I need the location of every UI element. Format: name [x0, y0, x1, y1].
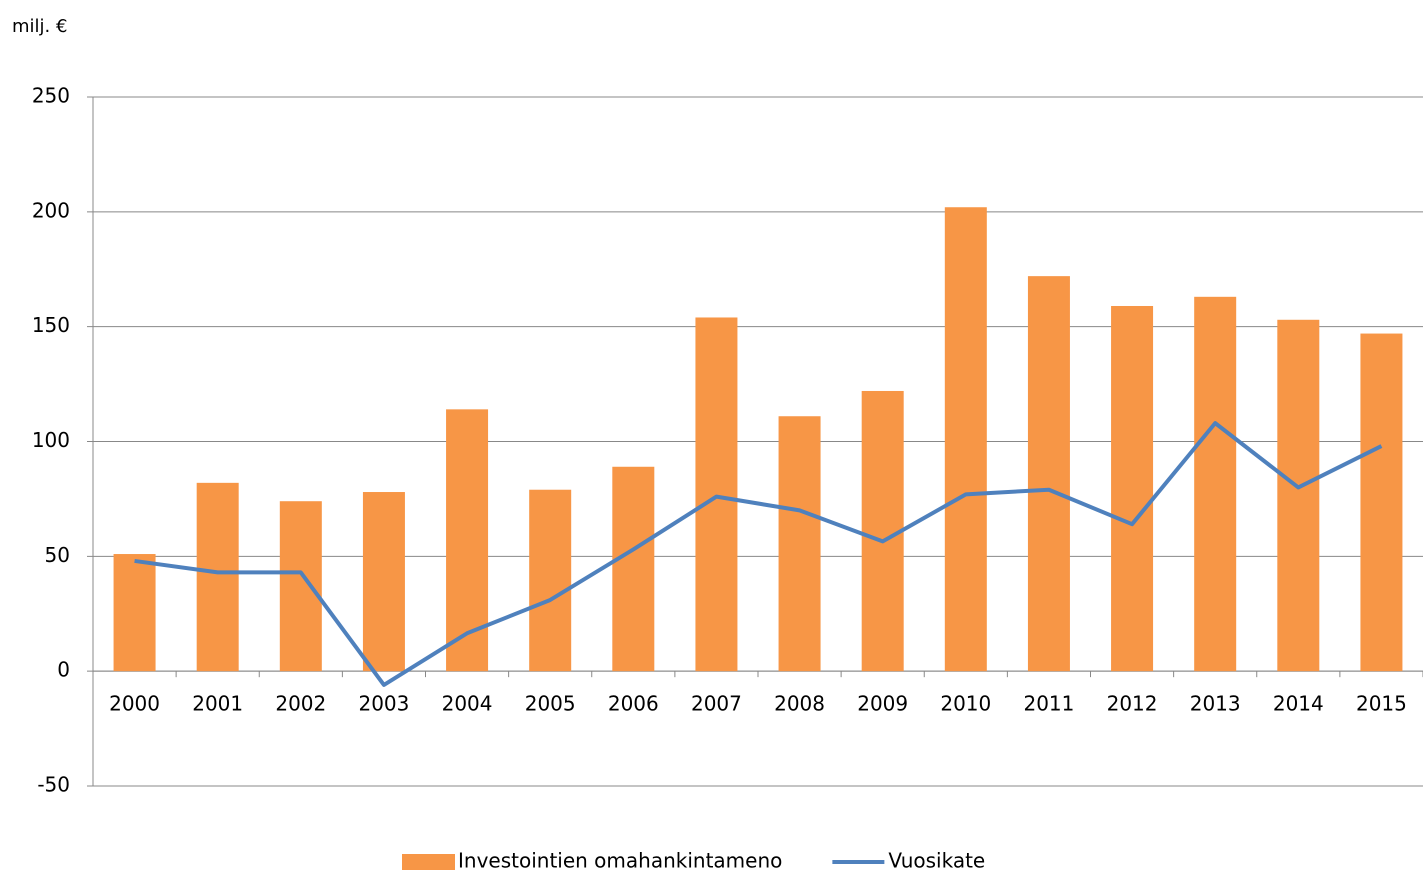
y-axis-label: milj. €	[12, 16, 67, 37]
y-tick-label: 50	[45, 543, 70, 567]
bar	[1277, 319, 1320, 672]
y-tick-label: 150	[32, 313, 70, 337]
x-tick-label: 2014	[1273, 692, 1324, 716]
legend-label: Investointien omahankintameno	[458, 849, 782, 873]
x-tick-label: 2003	[358, 692, 409, 716]
x-tick-label: 2011	[1023, 692, 1074, 716]
bar	[612, 466, 655, 672]
line	[134, 421, 1383, 687]
bar	[279, 501, 322, 672]
x-tick-label: 2004	[442, 692, 493, 716]
bar	[944, 207, 987, 672]
bar	[1360, 333, 1403, 672]
bar	[196, 482, 239, 672]
bar	[861, 390, 904, 672]
x-tick-label: 2008	[774, 692, 825, 716]
x-tick-label: 2001	[192, 692, 243, 716]
x-tick-label: 2006	[608, 692, 659, 716]
x-tick-label: 2012	[1107, 692, 1158, 716]
x-tick-label: 2009	[857, 692, 908, 716]
bar	[778, 416, 821, 672]
y-tick-label: 200	[32, 198, 70, 222]
y-tick-label: 100	[32, 428, 70, 452]
y-tick-label: -50	[37, 773, 70, 797]
bar	[1194, 296, 1237, 672]
legend-swatch	[402, 854, 455, 870]
bar	[1111, 305, 1154, 672]
x-tick-label: 2000	[109, 692, 160, 716]
x-tick-label: 2005	[525, 692, 576, 716]
bar	[362, 492, 405, 672]
x-tick-label: 2013	[1190, 692, 1241, 716]
x-tick-label: 2015	[1356, 692, 1407, 716]
x-tick-label: 2010	[940, 692, 991, 716]
bar	[529, 489, 572, 672]
x-tick-label: 2002	[275, 692, 326, 716]
bar	[113, 554, 156, 672]
bar	[1027, 276, 1070, 672]
x-tick-label: 2007	[691, 692, 742, 716]
y-tick-label: 250	[32, 84, 70, 108]
bar	[695, 317, 738, 672]
legend-label: Vuosikate	[888, 849, 985, 873]
y-tick-label: 0	[57, 658, 70, 682]
